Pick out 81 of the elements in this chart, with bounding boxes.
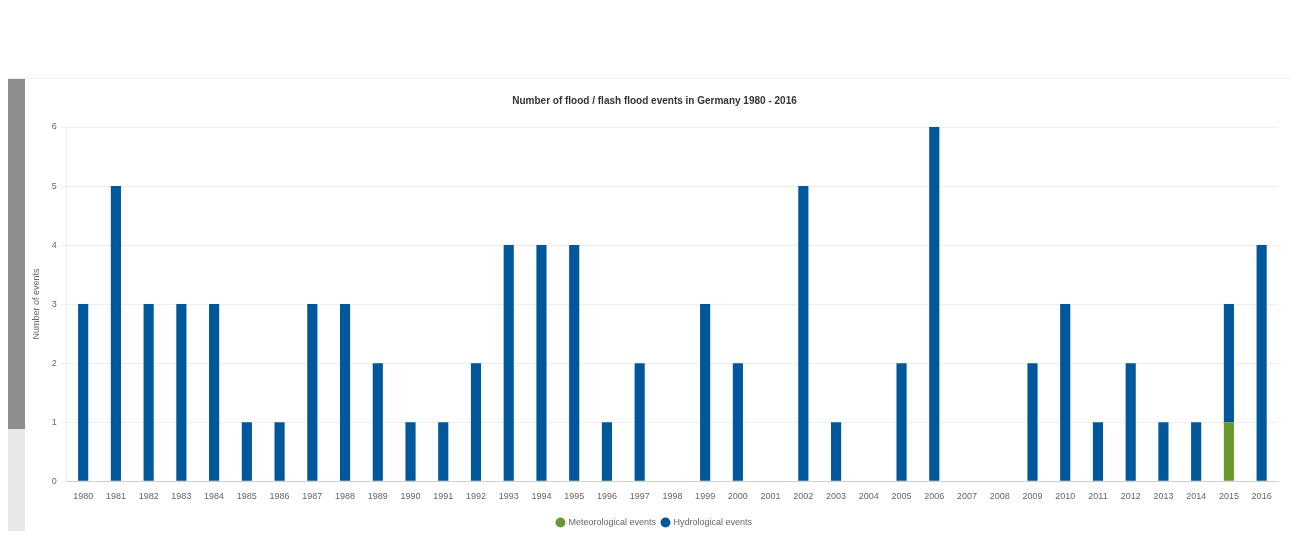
y-axis-title: Number of events [30, 268, 41, 340]
x-tick-label: 1995 [564, 491, 585, 502]
x-tick-label: 2014 [1186, 491, 1207, 502]
bar [732, 363, 743, 481]
x-tick-label: 2016 [1251, 491, 1272, 502]
x-tick-label: 1997 [629, 491, 650, 502]
legend-label: Hydrological events [673, 516, 753, 527]
bar [307, 304, 318, 481]
x-tick-label: 2011 [1088, 491, 1108, 502]
x-tick-label: 2001 [760, 491, 781, 502]
bar [798, 186, 809, 481]
bar [143, 304, 154, 481]
x-tick-label: 1987 [302, 491, 323, 502]
bar [176, 304, 187, 481]
x-tick-label: 1985 [236, 491, 257, 502]
x-tick-label: 2009 [1022, 491, 1043, 502]
x-tick-label: 1980 [73, 491, 94, 502]
bar [831, 422, 842, 481]
bar [110, 186, 121, 481]
x-tick-label: 2008 [989, 491, 1010, 502]
x-tick-label: 2004 [858, 491, 879, 502]
x-tick-label: 1998 [662, 491, 683, 502]
bar [1223, 422, 1234, 481]
bar [1256, 245, 1267, 481]
y-tick-label: 5 [51, 180, 57, 191]
x-tick-label: 1986 [269, 491, 290, 502]
bar [372, 363, 383, 481]
x-tick-label: 1990 [400, 491, 421, 502]
x-tick-label: 2003 [826, 491, 847, 502]
x-tick-label: 1999 [695, 491, 716, 502]
x-tick-label: 1982 [138, 491, 159, 502]
bar [503, 245, 514, 481]
bar [1158, 422, 1169, 481]
y-tick-label: 3 [51, 298, 57, 309]
bar [929, 127, 940, 481]
x-tick-label: 2006 [924, 491, 945, 502]
x-tick-label: 2013 [1153, 491, 1174, 502]
x-tick-label: 1996 [596, 491, 617, 502]
y-tick-label: 6 [51, 121, 57, 132]
x-tick-label: 2007 [957, 491, 978, 502]
x-tick-label: 2012 [1120, 491, 1141, 502]
bar [339, 304, 351, 481]
legend-label: Meteorological events [568, 516, 657, 527]
bar [1027, 363, 1038, 481]
bar [241, 422, 252, 481]
x-tick-label: 1991 [433, 491, 454, 502]
x-tick-label: 2005 [891, 491, 912, 502]
bar [1060, 304, 1071, 481]
bar [1125, 363, 1136, 481]
y-tick-label: 0 [51, 475, 57, 486]
bar [274, 422, 285, 481]
x-tick-label: 2002 [793, 491, 814, 502]
bar [1191, 422, 1202, 481]
x-tick-label: 1994 [531, 491, 552, 502]
bar [634, 363, 645, 481]
bar [700, 304, 711, 481]
x-tick-label: 1989 [367, 491, 388, 502]
x-tick-label: 1992 [465, 491, 487, 502]
x-tick-label: 1988 [335, 491, 356, 502]
y-tick-label: 4 [51, 239, 57, 250]
x-tick-label: 2015 [1218, 491, 1239, 502]
bar [78, 304, 89, 481]
chart-title: Number of flood / flash flood events in Germany 1980 - 2016 [512, 94, 798, 106]
x-tick-label: 1981 [105, 491, 126, 502]
x-tick-label: 2010 [1055, 491, 1076, 502]
bar [1223, 304, 1234, 423]
x-tick-label: 1984 [204, 491, 225, 502]
x-tick-label: 2000 [727, 491, 748, 502]
bar [896, 363, 907, 481]
y-tick-label: 2 [51, 357, 57, 368]
bar [209, 304, 220, 481]
x-tick-label: 1983 [171, 491, 192, 502]
bar [438, 422, 449, 481]
bar [569, 245, 580, 481]
x-tick-label: 1993 [498, 491, 519, 502]
bar [405, 422, 416, 481]
bar [1092, 422, 1104, 481]
y-tick-label: 1 [51, 416, 57, 427]
bar [470, 363, 482, 481]
bar [601, 422, 613, 481]
bar [536, 245, 547, 481]
